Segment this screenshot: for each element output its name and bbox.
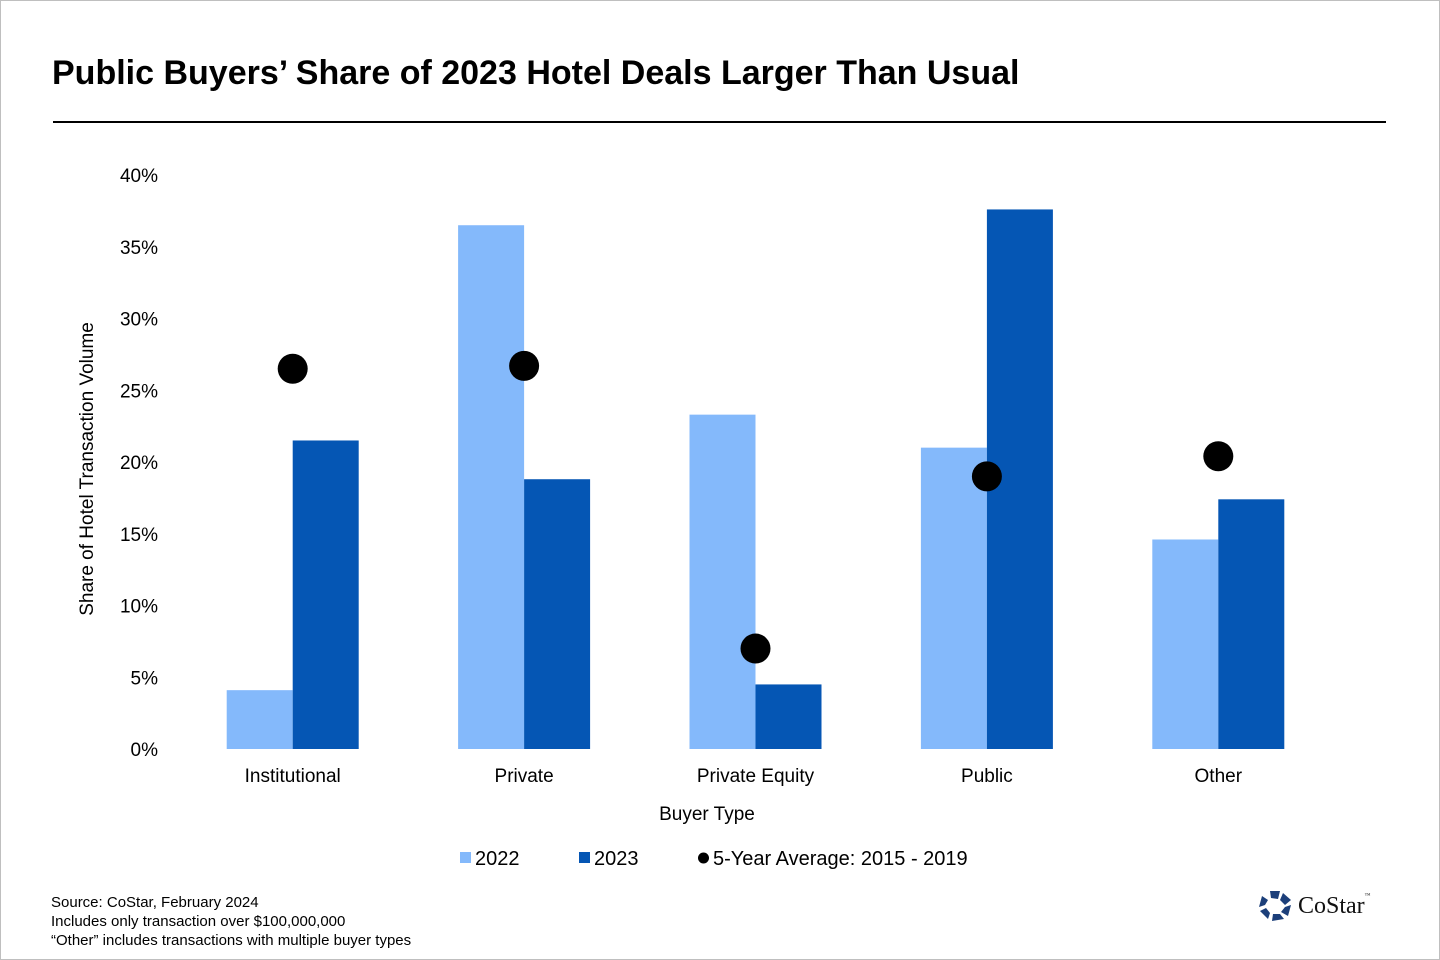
costar-star-icon <box>1259 891 1291 921</box>
x-tick-label: Private <box>495 766 554 787</box>
y-tick-label: 20% <box>120 453 158 474</box>
y-tick-label: 40% <box>120 166 158 187</box>
legend-swatch-average <box>698 852 709 864</box>
x-tick-label: Private Equity <box>697 766 815 787</box>
bar-2022 <box>920 447 987 749</box>
y-tick-label: 0% <box>131 740 159 761</box>
legend-label: 2022 <box>475 848 520 870</box>
average-dot <box>277 353 308 384</box>
y-axis-label: Share of Hotel Transaction Volume <box>77 322 98 616</box>
bar-2022 <box>689 414 756 749</box>
average-dot <box>971 461 1002 492</box>
x-axis-label: Buyer Type <box>659 804 755 825</box>
legend-label: 2023 <box>594 848 639 870</box>
bar-2023 <box>524 479 591 749</box>
bar-2023 <box>292 440 359 749</box>
y-tick-label: 15% <box>120 525 158 546</box>
legend-swatch-2022 <box>460 852 471 863</box>
logo-text: CoStar™ <box>1298 892 1371 919</box>
average-dot <box>740 633 771 664</box>
average-dot <box>509 350 540 381</box>
y-tick-label: 10% <box>120 597 158 618</box>
x-tick-label: Public <box>961 766 1013 787</box>
bar-2022 <box>458 225 525 750</box>
y-tick-label: 35% <box>120 238 158 259</box>
legend-label: 5-Year Average: 2015 - 2019 <box>713 848 968 870</box>
footnote-source: Source: CoStar, February 2024 <box>51 894 259 911</box>
bar-2022 <box>1152 539 1219 749</box>
bar-2023 <box>1218 499 1285 749</box>
bar-2022 <box>226 690 293 749</box>
bar-2023 <box>755 684 822 749</box>
chart-title: Public Buyers’ Share of 2023 Hotel Deals… <box>52 54 1020 92</box>
x-tick-label: Other <box>1195 766 1243 787</box>
footnotes: Source: CoStar, February 2024 Includes o… <box>51 893 411 950</box>
y-tick-label: 25% <box>120 381 158 402</box>
y-tick-label: 5% <box>131 668 159 689</box>
legend-swatch-2023 <box>579 852 590 863</box>
footnote-other: “Other” includes transactions with multi… <box>51 932 412 949</box>
x-tick-label: Institutional <box>245 766 341 787</box>
costar-logo: CoStar™ <box>1258 890 1371 922</box>
title-divider <box>53 121 1386 123</box>
average-dot <box>1203 441 1234 472</box>
y-tick-label: 30% <box>120 310 158 331</box>
footnote-threshold: Includes only transaction over $100,000,… <box>51 913 346 930</box>
